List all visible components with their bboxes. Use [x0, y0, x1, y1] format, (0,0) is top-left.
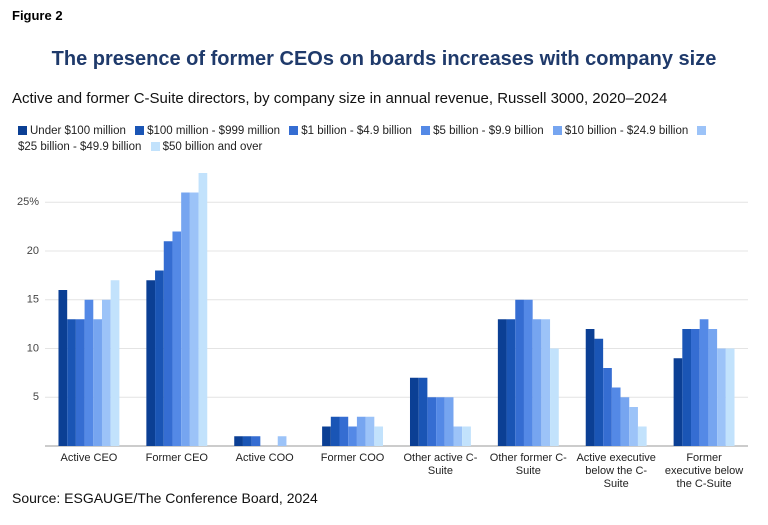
y-tick-label: 5	[33, 391, 39, 403]
bar	[418, 377, 428, 446]
legend-label: $100 million - $999 million	[147, 125, 281, 137]
legend-label: $25 billion - $49.9 billion	[18, 141, 142, 153]
bar	[242, 436, 252, 446]
bar	[532, 319, 542, 446]
bar	[234, 436, 243, 446]
y-tick-label: 20	[27, 245, 39, 257]
bar	[717, 348, 726, 446]
x-tick-label: Other former C-Suite	[489, 452, 567, 477]
legend-label: Under $100 million	[30, 125, 126, 137]
legend-item: $50 billion and over	[150, 141, 263, 153]
bar	[506, 319, 516, 446]
bar	[365, 416, 375, 446]
bar	[673, 358, 683, 446]
bar	[603, 368, 612, 446]
legend-swatch	[150, 142, 160, 151]
bar	[620, 397, 630, 446]
source: Source: ESGAUGE/The Conference Board, 20…	[12, 490, 318, 506]
bar	[550, 348, 559, 446]
y-tick-label: 10	[27, 342, 39, 354]
bar	[497, 319, 507, 446]
bar	[515, 299, 524, 446]
legend-swatch	[552, 126, 562, 135]
bar	[110, 280, 120, 446]
bar	[330, 416, 340, 446]
legend-swatch	[289, 126, 299, 135]
bar	[682, 329, 692, 446]
bar	[189, 192, 199, 446]
legend-swatch	[135, 126, 145, 135]
bar	[93, 319, 102, 446]
y-tick-label: 15	[27, 294, 39, 306]
legend: Under $100 million $100 million - $999 m…	[18, 123, 718, 155]
bar	[101, 299, 111, 446]
bar	[67, 319, 76, 446]
x-tick-label: Other active C-Suite	[403, 452, 478, 477]
bar	[163, 241, 173, 446]
legend-item: Under $100 million	[18, 125, 126, 137]
legend-item: $1 billion - $4.9 billion	[289, 125, 412, 137]
bar	[611, 387, 621, 446]
bar	[523, 299, 533, 446]
bar	[198, 173, 208, 446]
bar	[172, 231, 182, 446]
bar	[181, 192, 190, 446]
bar	[277, 436, 287, 446]
bar	[427, 397, 437, 446]
legend-swatch	[18, 126, 27, 135]
bar	[409, 377, 419, 446]
legend-swatch	[421, 126, 431, 135]
legend-swatch	[697, 126, 707, 135]
x-tick-label: Active COO	[235, 452, 294, 464]
x-tick-label: Active executive below the C-Suite	[576, 452, 656, 490]
bar	[374, 426, 384, 446]
x-tick-label: Former CEO	[145, 452, 208, 464]
bar	[155, 270, 164, 446]
bar	[585, 329, 595, 446]
legend-item: $25 billion - $49.9 billion	[18, 125, 709, 153]
chart-subtitle: Active and former C-Suite directors, by …	[12, 90, 668, 107]
legend-item: $10 billion - $24.9 billion	[552, 125, 689, 137]
bar	[594, 338, 604, 446]
bar	[725, 348, 735, 446]
bar	[348, 426, 357, 446]
bar	[637, 426, 647, 446]
y-tick-label: 25%	[17, 196, 39, 208]
x-tick-label: Former COO	[320, 452, 385, 464]
legend-item: $100 million - $999 million	[135, 125, 280, 137]
figure-label: Figure 2	[12, 8, 63, 23]
bar	[146, 280, 156, 446]
bar	[75, 319, 85, 446]
bar	[444, 397, 454, 446]
legend-label: $5 billion - $9.9 billion	[433, 125, 544, 137]
legend-item: $5 billion - $9.9 billion	[421, 125, 544, 137]
bar	[251, 436, 261, 446]
legend-label: $10 billion - $24.9 billion	[564, 125, 689, 137]
bar	[629, 407, 638, 446]
x-tick-label: Active CEO	[60, 452, 118, 464]
bar	[356, 416, 366, 446]
bar	[436, 397, 445, 446]
bar	[708, 329, 718, 446]
bar	[699, 319, 709, 446]
legend-label: $1 billion - $4.9 billion	[301, 125, 412, 137]
bar	[84, 299, 94, 446]
bar	[58, 290, 68, 446]
bar	[322, 426, 331, 446]
bar	[462, 426, 471, 446]
x-tick-label: Former executive below the C-Suite	[664, 452, 744, 490]
bar	[691, 329, 700, 446]
legend-label: $50 billion and over	[162, 141, 263, 153]
bar	[453, 426, 463, 446]
bar	[339, 416, 349, 446]
bar	[541, 319, 551, 446]
chart-title: The presence of former CEOs on boards in…	[51, 48, 717, 70]
